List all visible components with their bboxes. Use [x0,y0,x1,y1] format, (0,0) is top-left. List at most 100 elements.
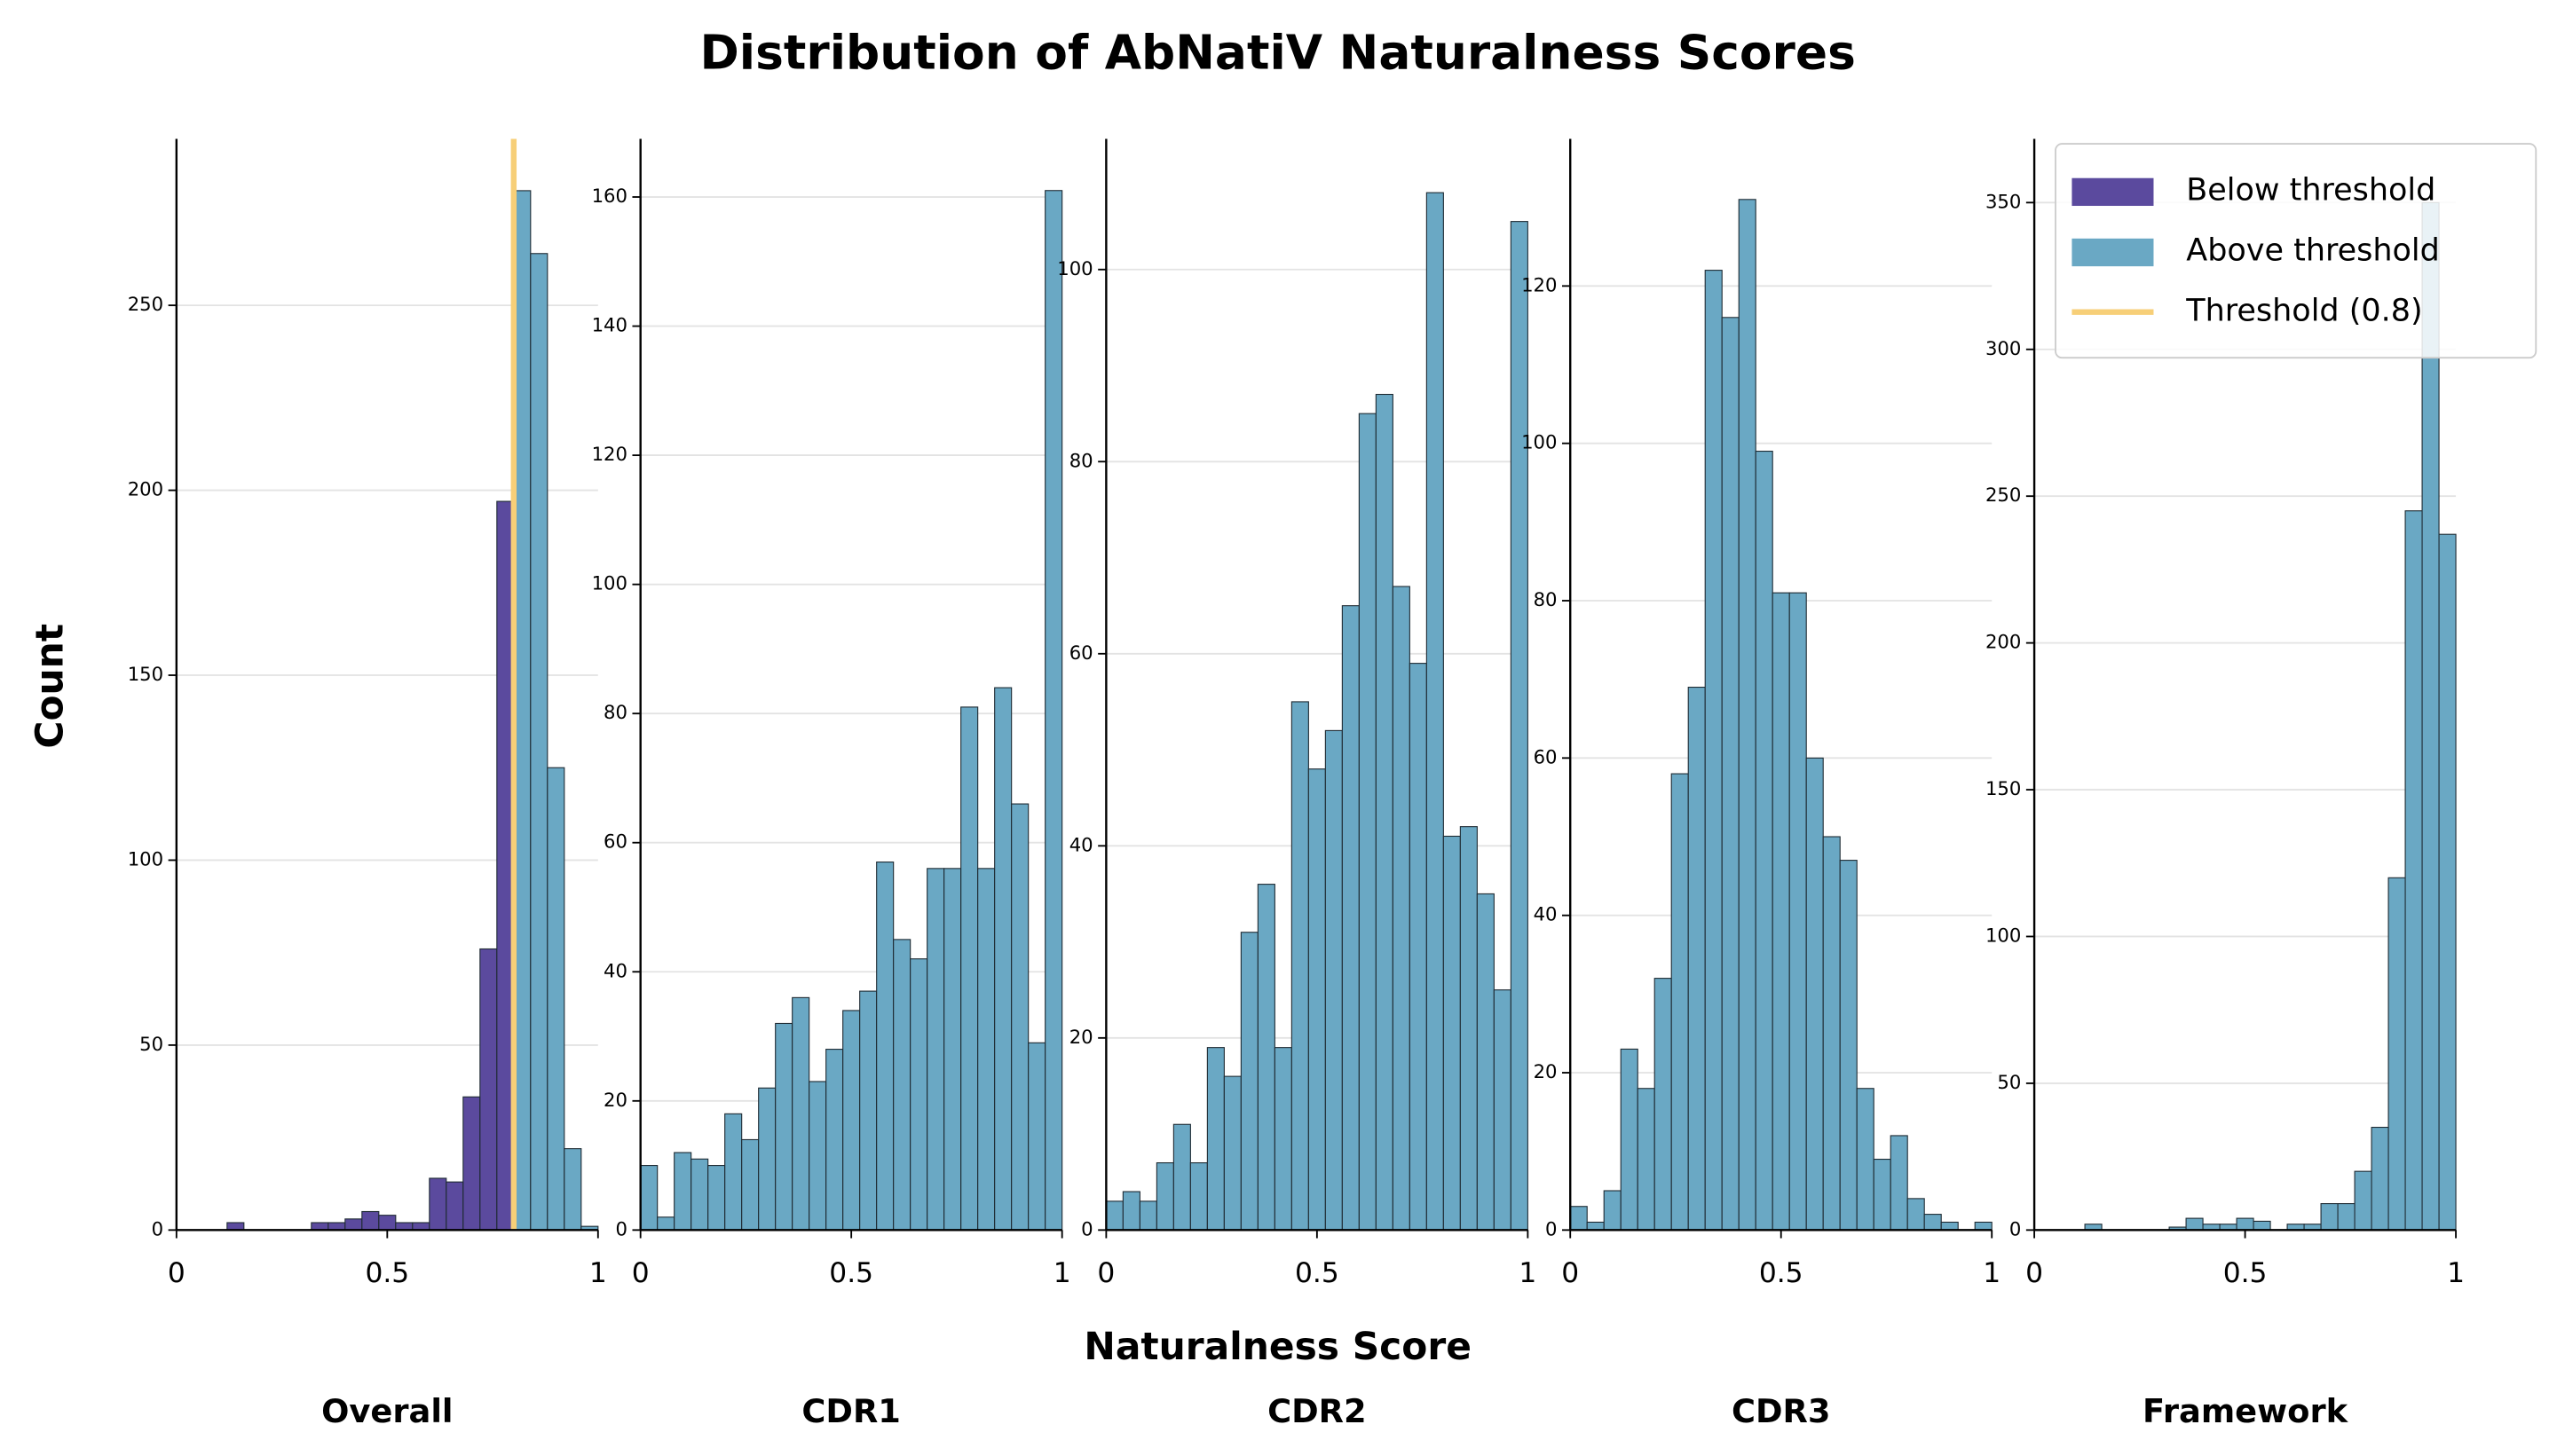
histogram-bar [1172,1123,1191,1231]
histogram-bar [1603,1190,1622,1231]
histogram-bar [1206,1047,1225,1231]
y-tick-label: 50 [139,1033,163,1055]
histogram-bar [429,1177,447,1231]
histogram-bar [2371,1126,2389,1231]
y-tick-label: 150 [1985,777,2021,799]
x-tick-label: 0.5 [829,1257,873,1289]
histogram-bar [1011,803,1030,1231]
histogram-bar [1620,1048,1638,1231]
histogram-bar [691,1158,709,1231]
histogram-bar [1223,1075,1242,1231]
figure-title: Distribution of AbNatiV Naturalness Scor… [700,24,1856,80]
histogram-bar [741,1138,760,1231]
histogram-bar [1045,190,1063,1231]
x-tick-label: 1 [1519,1257,1536,1289]
histogram-bar [657,1216,675,1231]
histogram-bar [2404,510,2423,1231]
histogram-bar [927,868,945,1231]
panel-label: CDR3 [1732,1392,1831,1430]
histogram-bar [1122,1191,1140,1231]
legend-label: Below threshold [2186,172,2435,208]
histogram-bar [1409,663,1427,1231]
histogram-bar [792,996,810,1231]
histogram-bar [328,1222,346,1231]
y-tick-label: 60 [604,830,627,853]
histogram-bar [2387,877,2406,1231]
histogram-bar [1324,729,1343,1231]
x-tick-label: 0.5 [1295,1257,1339,1289]
histogram-bar [1637,1088,1655,1231]
histogram-bar [311,1222,329,1231]
panel-label: Overall [321,1392,454,1430]
x-tick-label: 1 [1983,1257,2001,1289]
histogram-bar [893,939,911,1231]
histogram-bar [1189,1162,1208,1231]
legend-swatch [2072,238,2154,267]
histogram-bar [2320,1203,2339,1231]
histogram-bar [412,1222,430,1231]
histogram-bar [1476,893,1495,1231]
x-tick-label: 0 [168,1257,185,1289]
histogram-bar [1240,932,1259,1231]
histogram-bar [1805,757,1824,1231]
histogram-bar [809,1081,827,1231]
histogram-bar [707,1165,726,1231]
histogram-bar [1890,1135,1908,1231]
legend-frame [2055,143,2537,359]
y-tick-label: 0 [1081,1217,1093,1240]
legend-label: Above threshold [2186,233,2440,269]
histogram-bar [1839,860,1858,1231]
histogram-bar [1156,1162,1174,1231]
histogram-bar [1307,768,1326,1231]
histogram-bar [1139,1200,1157,1231]
histogram-bar [1493,989,1511,1231]
y-tick-label: 150 [128,663,163,685]
histogram-bar [361,1210,380,1231]
histogram-bar [1974,1221,1993,1231]
y-tick-label: 0 [152,1217,163,1240]
histogram-bar [1105,1200,1124,1231]
y-axis-label: Count [28,624,71,749]
x-tick-label: 0 [632,1257,650,1289]
histogram-bar [1274,1047,1292,1231]
legend-swatch [2072,177,2154,207]
x-tick-label: 0 [2025,1257,2043,1289]
histogram-bar [1755,450,1773,1231]
legend: Below threshold Above threshold Threshold … [2055,143,2537,359]
y-tick-label: 300 [1985,337,2021,359]
x-tick-label: 1 [589,1257,607,1289]
x-tick-label: 0 [1561,1257,1579,1289]
histogram-bar [1856,1088,1874,1231]
y-tick-label: 100 [1521,431,1557,453]
histogram-bar [775,1022,793,1231]
x-tick-label: 1 [1054,1257,1071,1289]
histogram-bar [1670,773,1689,1231]
histogram-bar [1510,221,1528,1231]
histogram-bar [2185,1217,2204,1231]
histogram-bar [226,1222,245,1231]
histogram-bar [994,687,1013,1231]
histogram-bar [640,1165,659,1231]
y-tick-label: 20 [1069,1026,1093,1048]
y-tick-label: 40 [604,959,627,981]
histogram-bar [825,1049,844,1231]
histogram-bar [1906,1198,1925,1231]
x-tick-label: 0.5 [365,1257,409,1289]
histogram-bar [1442,835,1461,1231]
y-tick-label: 120 [1521,273,1557,295]
y-tick-label: 20 [1534,1060,1558,1082]
y-tick-label: 0 [1545,1217,1557,1240]
histogram-bar [378,1215,397,1231]
y-tick-label: 160 [592,185,627,207]
panel-label: CDR2 [1267,1392,1367,1430]
y-tick-label: 80 [604,701,627,723]
histogram-bar [876,862,895,1231]
histogram-bar [479,948,498,1231]
y-tick-label: 80 [1534,588,1558,610]
histogram-bar [859,990,878,1231]
y-tick-label: 0 [2009,1217,2021,1240]
histogram-bar [547,767,565,1231]
histogram-bar [1341,605,1360,1231]
